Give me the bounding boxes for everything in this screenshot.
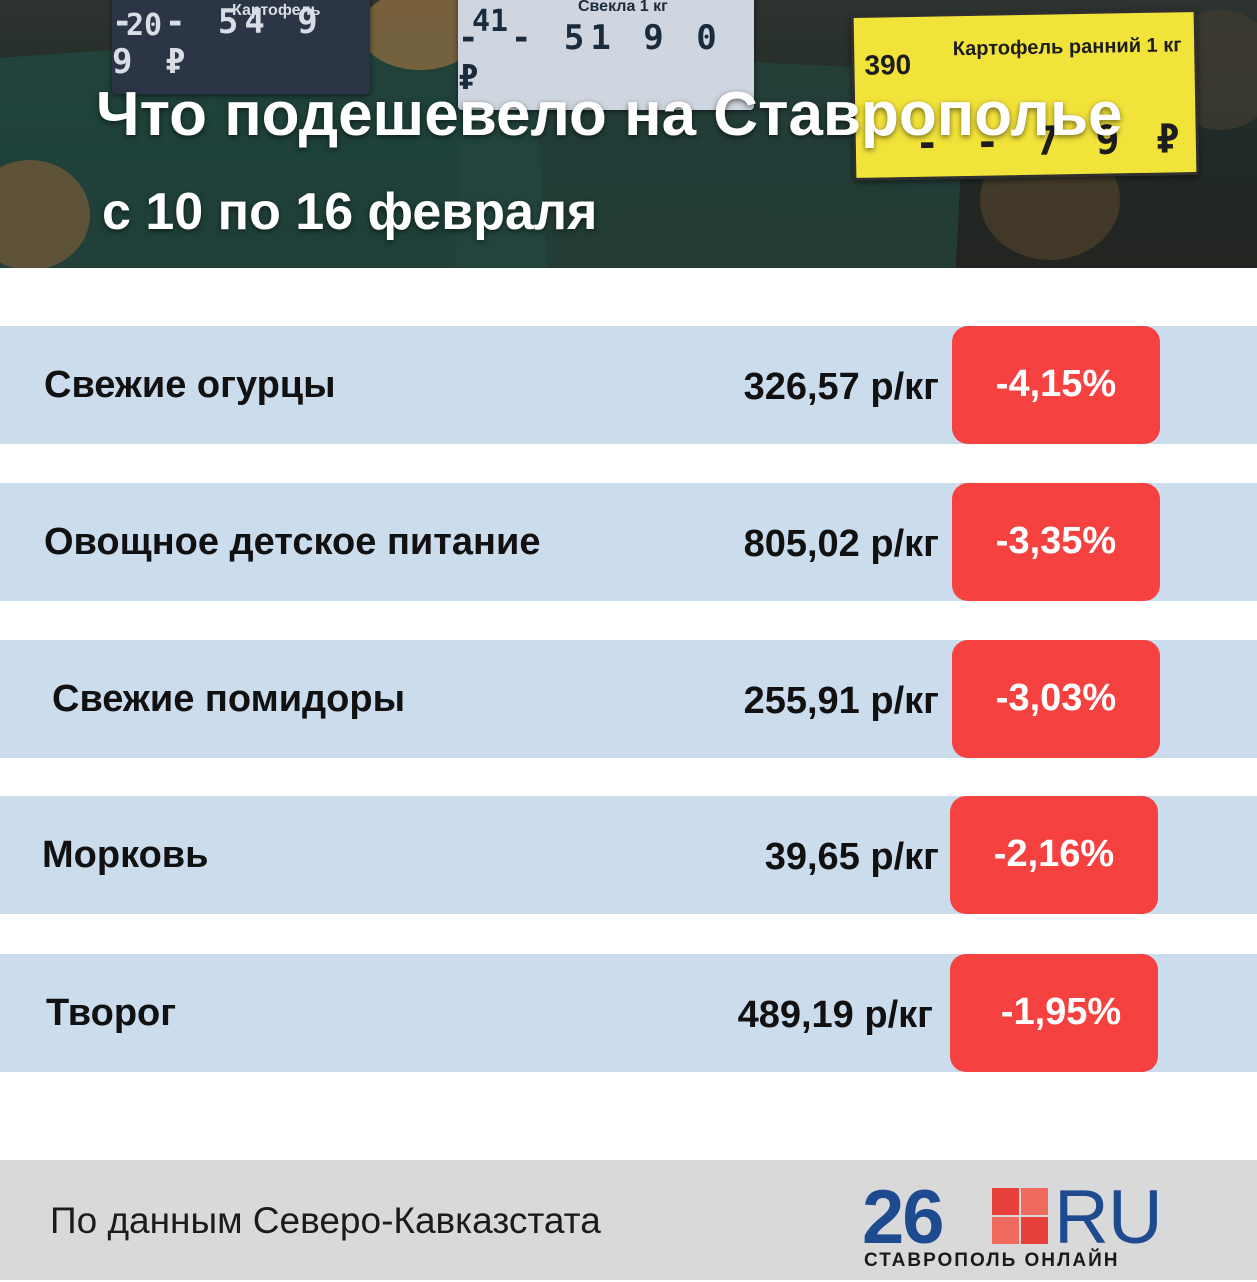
change-badge: -3,35%: [952, 483, 1160, 601]
price-tag-photo: 20 Картофель - - 54 9 9 ₽: [112, 0, 370, 94]
price-tag-label: Картофель: [232, 2, 321, 19]
change-badge: -1,95%: [950, 954, 1158, 1072]
potato-shape: [0, 160, 90, 268]
price-row: Морковь 39,65 р/кг -2,16%: [0, 796, 1257, 914]
price-row: Свежие помидоры 255,91 р/кг -3,03%: [0, 640, 1257, 758]
price-tag-price: - - 51 9 0 ₽: [458, 18, 723, 98]
header-photo-banner: 20 Картофель - - 54 9 9 ₽ 41 Свекла 1 кг…: [0, 0, 1257, 268]
change-badge: -2,16%: [950, 796, 1158, 914]
site-logo[interactable]: 26 RU СТАВРОПОЛЬ ОНЛАЙН: [862, 1175, 1163, 1274]
product-name: Овощное детское питание: [44, 521, 541, 563]
change-badge: -4,15%: [952, 326, 1160, 444]
price-tag-number: 41: [472, 4, 509, 39]
logo-square-icon: [992, 1188, 1048, 1244]
product-name: Творог: [46, 992, 177, 1034]
product-name: Свежие помидоры: [52, 678, 406, 720]
product-price: 255,91 р/кг: [743, 680, 939, 722]
price-row: Творог 489,19 р/кг -1,95%: [0, 954, 1257, 1072]
product-price: 326,57 р/кг: [743, 366, 939, 408]
price-tag-price: - - 54 9 9 ₽: [112, 2, 324, 82]
source-note: По данным Северо-Кавказстата: [50, 1200, 601, 1241]
page-subtitle: с 10 по 16 февраля: [102, 183, 598, 241]
price-tag-label: Свекла 1 кг: [578, 0, 668, 15]
page-title: Что подешевело на Ставрополье: [96, 80, 1123, 149]
product-price: 489,19 р/кг: [737, 994, 933, 1036]
logo-suffix: RU: [1054, 1175, 1163, 1260]
price-tag-number: 390: [864, 48, 912, 81]
footer: По данным Северо-Кавказстата 26 RU СТАВР…: [0, 1160, 1257, 1280]
price-tag-number: 20: [126, 8, 163, 43]
logo-number: 26: [862, 1175, 945, 1260]
logo-tagline: СТАВРОПОЛЬ ОНЛАЙН: [864, 1250, 1120, 1271]
product-price: 805,02 р/кг: [743, 523, 939, 565]
price-row: Свежие огурцы 326,57 р/кг -4,15%: [0, 326, 1257, 444]
price-tag-label: Картофель ранний 1 кг: [952, 34, 1182, 61]
price-row: Овощное детское питание 805,02 р/кг -3,3…: [0, 483, 1257, 601]
price-tag-photo: 41 Свекла 1 кг - - 51 9 0 ₽: [458, 0, 754, 110]
product-price: 39,65 р/кг: [764, 836, 939, 878]
change-badge: -3,03%: [952, 640, 1160, 758]
product-name: Свежие огурцы: [44, 364, 336, 406]
product-name: Морковь: [42, 834, 209, 876]
